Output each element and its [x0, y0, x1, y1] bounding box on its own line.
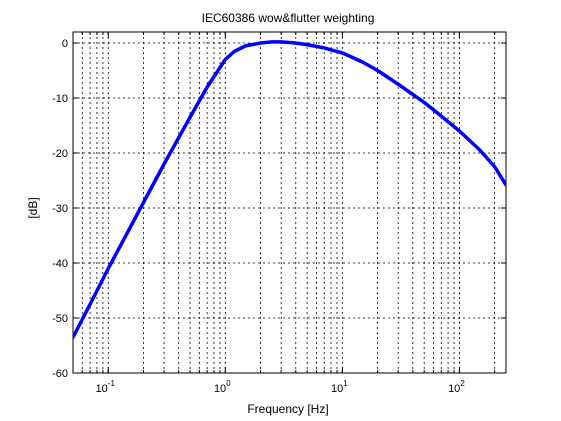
x-tick-label: 10-1: [96, 379, 116, 395]
y-axis-label: [dB]: [26, 197, 40, 218]
plot-frame: [72, 31, 507, 374]
y-tick-label: -10: [52, 93, 68, 105]
y-tick-label: -50: [52, 313, 68, 325]
series-layer: [73, 40, 506, 339]
y-tick-label: -30: [52, 203, 68, 215]
x-axis-label: Frequency [Hz]: [247, 402, 328, 416]
y-tick-label: 0: [62, 38, 68, 50]
y-tick-label: -20: [52, 148, 68, 160]
y-tick-label: -60: [52, 368, 68, 380]
grid: [73, 32, 506, 373]
x-tick-label: 102: [448, 379, 465, 395]
chart-title: IEC60386 wow&flutter weighting: [202, 11, 375, 25]
y-tick-label: -40: [52, 258, 68, 270]
x-tick-label: 100: [214, 379, 231, 395]
ticks: 0 -10 -20 -30 -40 -50 -60 10-1 100 101 102: [52, 32, 506, 395]
series-line: [73, 40, 506, 339]
x-tick-label: 101: [331, 379, 348, 395]
